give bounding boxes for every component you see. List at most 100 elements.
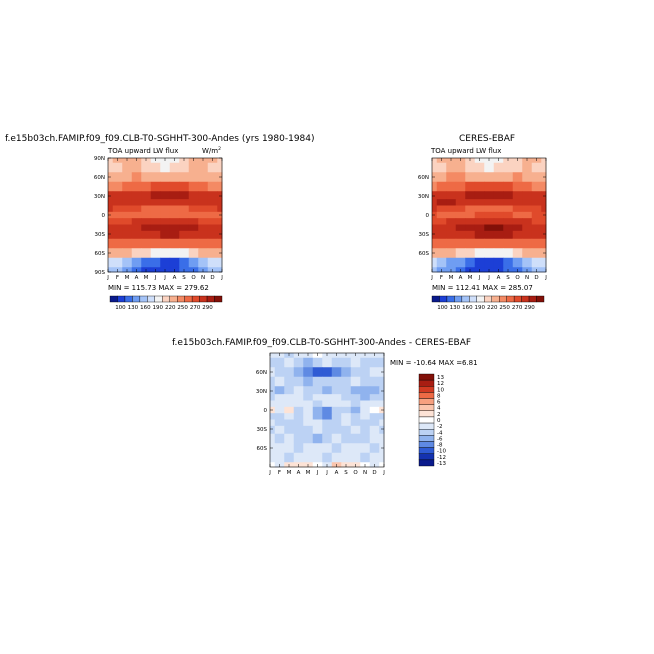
colorbar-label: 2	[437, 412, 441, 418]
heatmap-cell	[446, 224, 457, 232]
heatmap-cell	[541, 199, 547, 206]
heatmap-cell	[274, 376, 285, 387]
heatmap-cell	[112, 162, 123, 173]
heatmap-cell	[188, 199, 199, 206]
heatmap-cell	[169, 257, 180, 268]
heatmap-cell	[512, 199, 523, 206]
x-tick-label: D	[210, 275, 214, 281]
heatmap-cell	[274, 413, 285, 420]
heatmap-cell	[455, 205, 466, 213]
panel1-units: W/m2	[202, 146, 221, 155]
heatmap-cell	[379, 462, 385, 468]
heatmap-cell	[188, 257, 199, 268]
heatmap-cell	[503, 248, 514, 259]
colorbar-label: 290	[524, 305, 535, 311]
colorbar-label: 130	[450, 305, 461, 311]
heatmap-cell	[455, 224, 466, 232]
colorbar-swatch	[147, 295, 155, 303]
heatmap-cell	[312, 357, 323, 368]
heatmap-cell	[541, 181, 547, 192]
heatmap-cell	[474, 191, 485, 200]
heatmap-cell	[493, 199, 504, 206]
heatmap-cell	[131, 191, 142, 200]
heatmap-cell	[160, 257, 171, 268]
heatmap-cell	[541, 224, 547, 232]
heatmap-cell	[474, 211, 485, 219]
heatmap-cell	[207, 224, 218, 232]
heatmap-cell	[188, 172, 199, 183]
heatmap-cell	[169, 172, 180, 183]
heatmap-cell	[293, 376, 304, 387]
colorbar-swatch	[491, 295, 500, 303]
heatmap-cell	[436, 257, 447, 268]
heatmap-cell	[160, 162, 171, 173]
x-tick-label: O	[353, 470, 358, 476]
heatmap-cell	[436, 230, 447, 240]
colorbar-label: 12	[437, 381, 444, 387]
heatmap-cell	[432, 218, 438, 225]
heatmap-cell	[446, 181, 457, 192]
y-tick-label: 0	[426, 213, 430, 219]
heatmap-cell	[541, 230, 547, 240]
heatmap-cell	[284, 443, 295, 454]
heatmap-cell	[108, 238, 114, 249]
colorbar-label: 100	[437, 305, 448, 311]
heatmap-cell	[322, 376, 333, 387]
heatmap-cell	[369, 400, 380, 408]
heatmap-cell	[284, 419, 295, 427]
heatmap-cell	[432, 158, 438, 164]
heatmap-cell	[493, 248, 504, 259]
colorbar-swatch	[132, 295, 141, 303]
heatmap-cell	[293, 386, 304, 395]
heatmap-cell	[131, 238, 142, 249]
heatmap-cell	[436, 172, 447, 183]
colorbar-swatch	[418, 429, 435, 436]
heatmap-cell	[436, 218, 447, 225]
heatmap-cell	[112, 205, 123, 213]
heatmap-cell	[360, 425, 371, 435]
heatmap-cell	[331, 400, 342, 408]
heatmap-cell	[284, 406, 295, 414]
heatmap-cell	[446, 199, 457, 206]
heatmap-cell	[512, 205, 523, 213]
heatmap-cell	[274, 452, 285, 463]
x-tick-label: J	[487, 275, 490, 281]
heatmap-cell	[293, 443, 304, 454]
heatmap-cell	[474, 199, 485, 206]
heatmap-cell	[122, 199, 133, 206]
colorbar-swatch	[124, 295, 133, 303]
heatmap-cell	[341, 357, 352, 368]
heatmap-cell	[169, 181, 180, 192]
heatmap-cell	[169, 191, 180, 200]
heatmap-cell	[108, 224, 114, 232]
heatmap-cell	[312, 413, 323, 420]
colorbar-label: 13	[437, 375, 444, 381]
heatmap-cell	[284, 400, 295, 408]
heatmap-cell	[446, 257, 457, 268]
heatmap-cell	[446, 218, 457, 225]
colorbar-swatch	[214, 295, 223, 303]
heatmap-cell	[303, 376, 314, 387]
heatmap-cell	[531, 211, 542, 219]
heatmap-cell	[160, 205, 171, 213]
heatmap-cell	[341, 394, 352, 401]
heatmap-cell	[131, 181, 142, 192]
colorbar-swatch	[418, 392, 435, 399]
heatmap-cell	[108, 199, 114, 206]
colorbar-label: 130	[128, 305, 139, 311]
heatmap-cell	[350, 406, 361, 414]
heatmap-cell	[512, 162, 523, 173]
heatmap-cell	[465, 181, 476, 192]
heatmap-cell	[179, 162, 190, 173]
x-tick-label: J	[478, 275, 481, 281]
heatmap-cell	[160, 230, 171, 240]
x-tick-label: A	[297, 470, 301, 476]
heatmap-cell	[293, 413, 304, 420]
heatmap-cell	[169, 238, 180, 249]
heatmap-cell	[169, 218, 180, 225]
heatmap-cell	[432, 199, 438, 206]
heatmap-cell	[522, 211, 533, 219]
colorbar-label: -8	[437, 443, 443, 449]
colorbar-label: -10	[437, 449, 446, 455]
